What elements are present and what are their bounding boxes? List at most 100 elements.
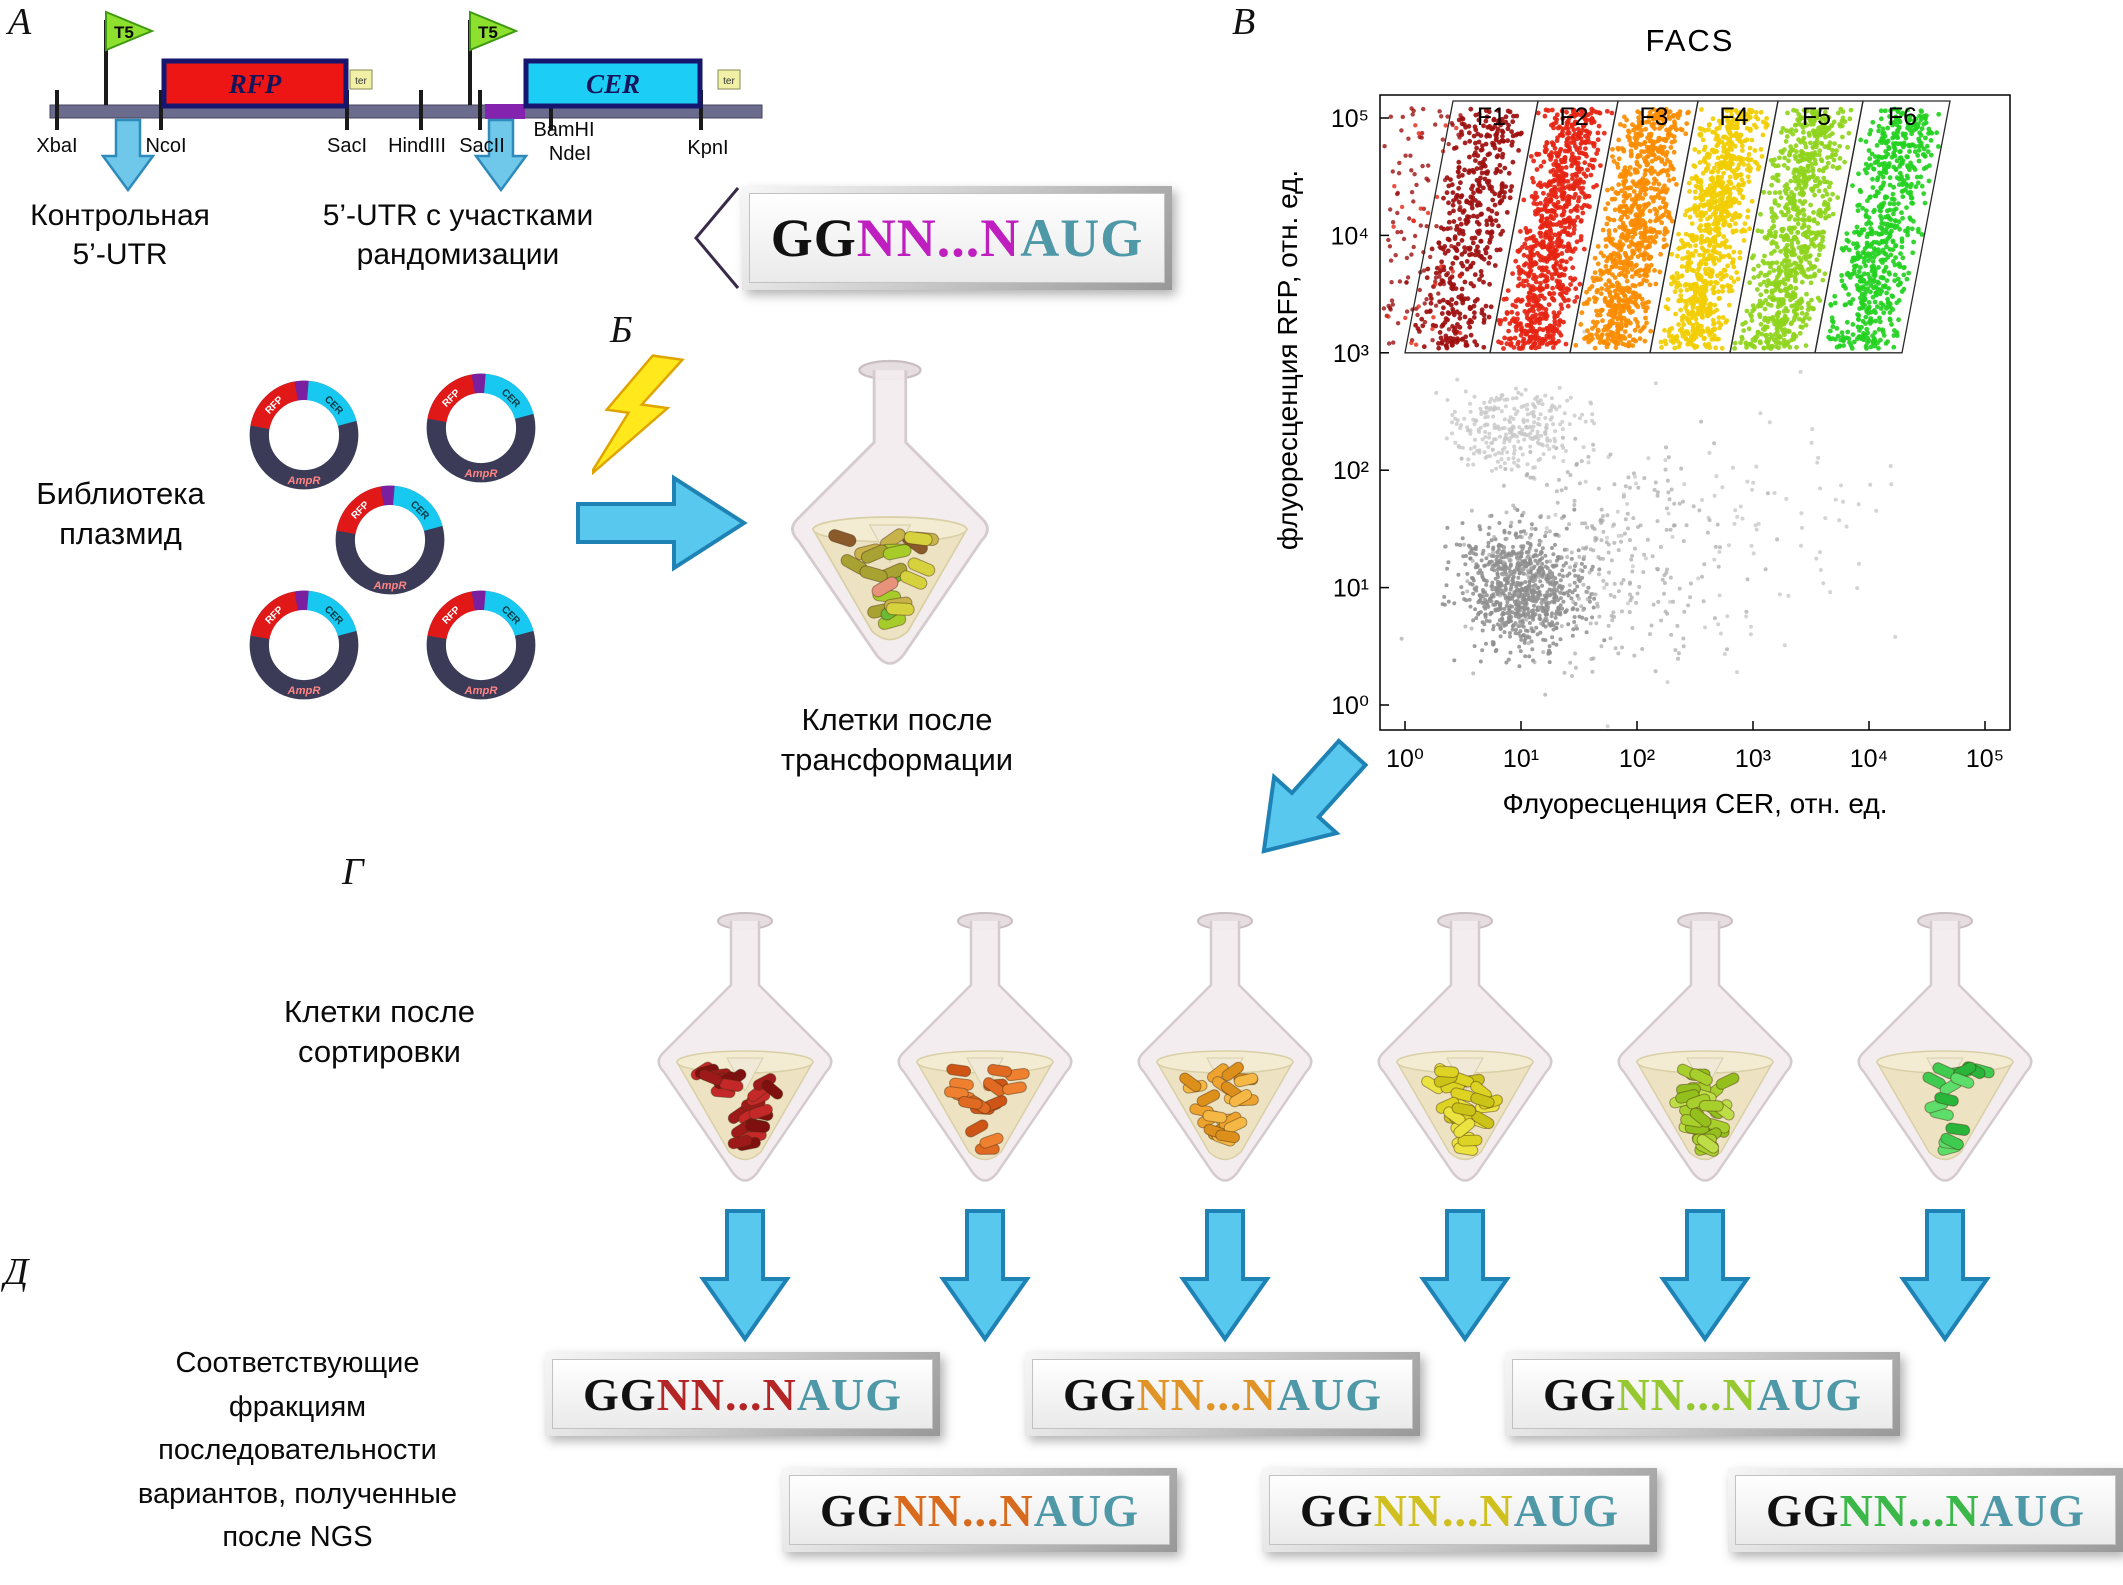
site-kpni: KpnI [687,137,728,159]
seq-gg: GG [770,208,857,268]
seq-aug: AUG [1033,1484,1139,1536]
seq-aug: AUG [1513,1484,1619,1536]
fraction-arrow-6-icon [1890,1205,2000,1345]
panel-label-d: Д [4,1251,29,1293]
terminator-1: ter [349,69,373,90]
terminator-2: ter [717,69,741,90]
ngs-label-line1: Соответствующие [175,1347,420,1379]
facs-gates: F1 F2 F3 F4 F5 F6 [1404,100,1951,354]
control-utr-label: Контрольная 5’-UTR [0,196,240,274]
fraction-arrow-1-icon [690,1205,800,1345]
cells [690,1061,784,1152]
facs-title: FACS [1646,23,1735,58]
cer-gene-label: CER [586,69,640,99]
control-utr-arrow-icon [100,118,156,192]
flask-fraction-2 [897,911,1073,1182]
transform-label-line1: Клетки после [801,702,993,737]
t5-label-1: T5 [114,23,134,42]
site-hindiii: HindIII [388,135,446,157]
sequence-box-f1-inner: GG NN...N AUG [552,1359,933,1429]
ngs-label-line4: вариантов, полученные [137,1477,458,1510]
sort-label-line1: Клетки после [284,994,475,1029]
t5-flag-icon [105,10,155,52]
seq-nn: NN...N [1373,1484,1514,1536]
transform-label-line2: трансформации [780,742,1014,778]
sequence-box-f6-inner: GG NN...N AUG [1735,1475,2116,1545]
random-utr-label: 5’-UTR с участками рандомизации [258,196,658,274]
panel-label-g: Г [342,851,364,893]
seq-nn: NN...N [893,1484,1034,1536]
sequence-box-f1: GG NN...N AUG [545,1352,940,1436]
cells [943,1063,1030,1155]
cer-gene: CER [523,58,703,109]
control-utr-line1: Контрольная [30,199,210,232]
panel-label-a: А [8,1,32,43]
sequence-box-f3: GG NN...N AUG [1025,1352,1420,1436]
random-utr-arrow-icon [473,118,529,192]
ngs-label-line3: последовательности [158,1434,437,1466]
sequence-box-master-inner: GG NN...N AUG [749,193,1165,283]
transform-arrow-icon [576,474,748,572]
random-utr-line1: 5’-UTR с участками [322,199,594,232]
seq-aug: AUG [1979,1484,2085,1536]
flask-fraction-3 [1137,911,1313,1182]
cells [1179,1061,1259,1147]
sort-label-line2: сортировки [298,1034,461,1070]
sequence-box-f2: GG NN...N AUG [782,1468,1177,1552]
facs-plot: FACS F1 F2 F3 F4 F5 F6 10⁰ 10¹ 10² 10³ 10⁴ 10⁵10⁵1… [1272,23,2011,819]
seq-aug: AUG [1276,1368,1382,1420]
sequence-box-f5: GG NN...N AUG [1505,1352,1900,1436]
t5-flag-icon [469,10,519,52]
cells [1421,1063,1504,1156]
sequence-box-f5-inner: GG NN...N AUG [1512,1359,1893,1429]
flask-fraction-4 [1377,911,1553,1182]
site-saci: SacI [327,135,367,157]
angle-connector-icon [694,187,740,289]
site-ndei: NdeI [549,143,591,165]
fraction-arrow-4-icon [1410,1205,1520,1345]
y-axis-label: флуоресценция RFP, отн. ед. [1272,170,1303,550]
control-utr-line2: 5’-UTR [72,238,168,271]
site-sacii: SacII [459,135,505,157]
site-ncoi: NcoI [145,135,186,157]
seq-nn: NN...N [1616,1368,1757,1420]
library-label-line2: плазмид [59,516,182,552]
sequence-box-master: GG NN...N AUG [742,186,1172,290]
site-xbai: XbaI [36,135,77,157]
lightning-icon [592,354,685,477]
sequence-box-f2-inner: GG NN...N AUG [789,1475,1170,1545]
x-axis-label: Флуоресценция CER, отн. ед. [1503,788,1888,819]
site-bamhi: BamHI [533,119,594,141]
sort-arrow-icon [1261,738,1369,854]
transform-label: Клетки после трансформации [752,700,1042,781]
scatter-points [1381,106,1942,729]
t5-promoter-2: T5 [468,10,519,105]
terminator-label: ter [723,76,735,87]
terminator-label: ter [355,76,367,87]
construct-diagram: T5 T5 RFP ter CER ter XbaI NcoI SacI Hin… [36,10,763,192]
ngs-label-line5: после NGS [222,1521,373,1553]
seq-nn: NN...N [856,208,1021,268]
flask-fraction-1 [657,911,833,1182]
fraction-arrow-2-icon [930,1205,1040,1345]
ngs-label: Соответствующие фракциям последовательно… [75,1342,520,1560]
sequence-box-f4: GG NN...N AUG [1262,1468,1657,1552]
seq-aug: AUG [1756,1368,1862,1420]
sort-label: Клетки после сортировки [252,992,507,1073]
seq-gg: GG [1063,1368,1137,1420]
flask-transformed [791,359,989,665]
cells [1922,1061,1995,1156]
transformed-cells [828,528,939,631]
cells [1669,1063,1740,1157]
fraction-arrow-3-icon [1170,1205,1280,1345]
seq-gg: GG [820,1484,894,1536]
random-utr-line2: рандомизации [356,238,560,271]
seq-gg: GG [1543,1368,1617,1420]
rfp-gene: RFP [161,58,349,109]
sequence-box-f4-inner: GG NN...N AUG [1269,1475,1650,1545]
seq-nn: NN...N [1839,1484,1980,1536]
randomized-region [485,104,525,119]
panel-label-v: В [1232,1,1256,43]
seq-nn: NN...N [1136,1368,1277,1420]
